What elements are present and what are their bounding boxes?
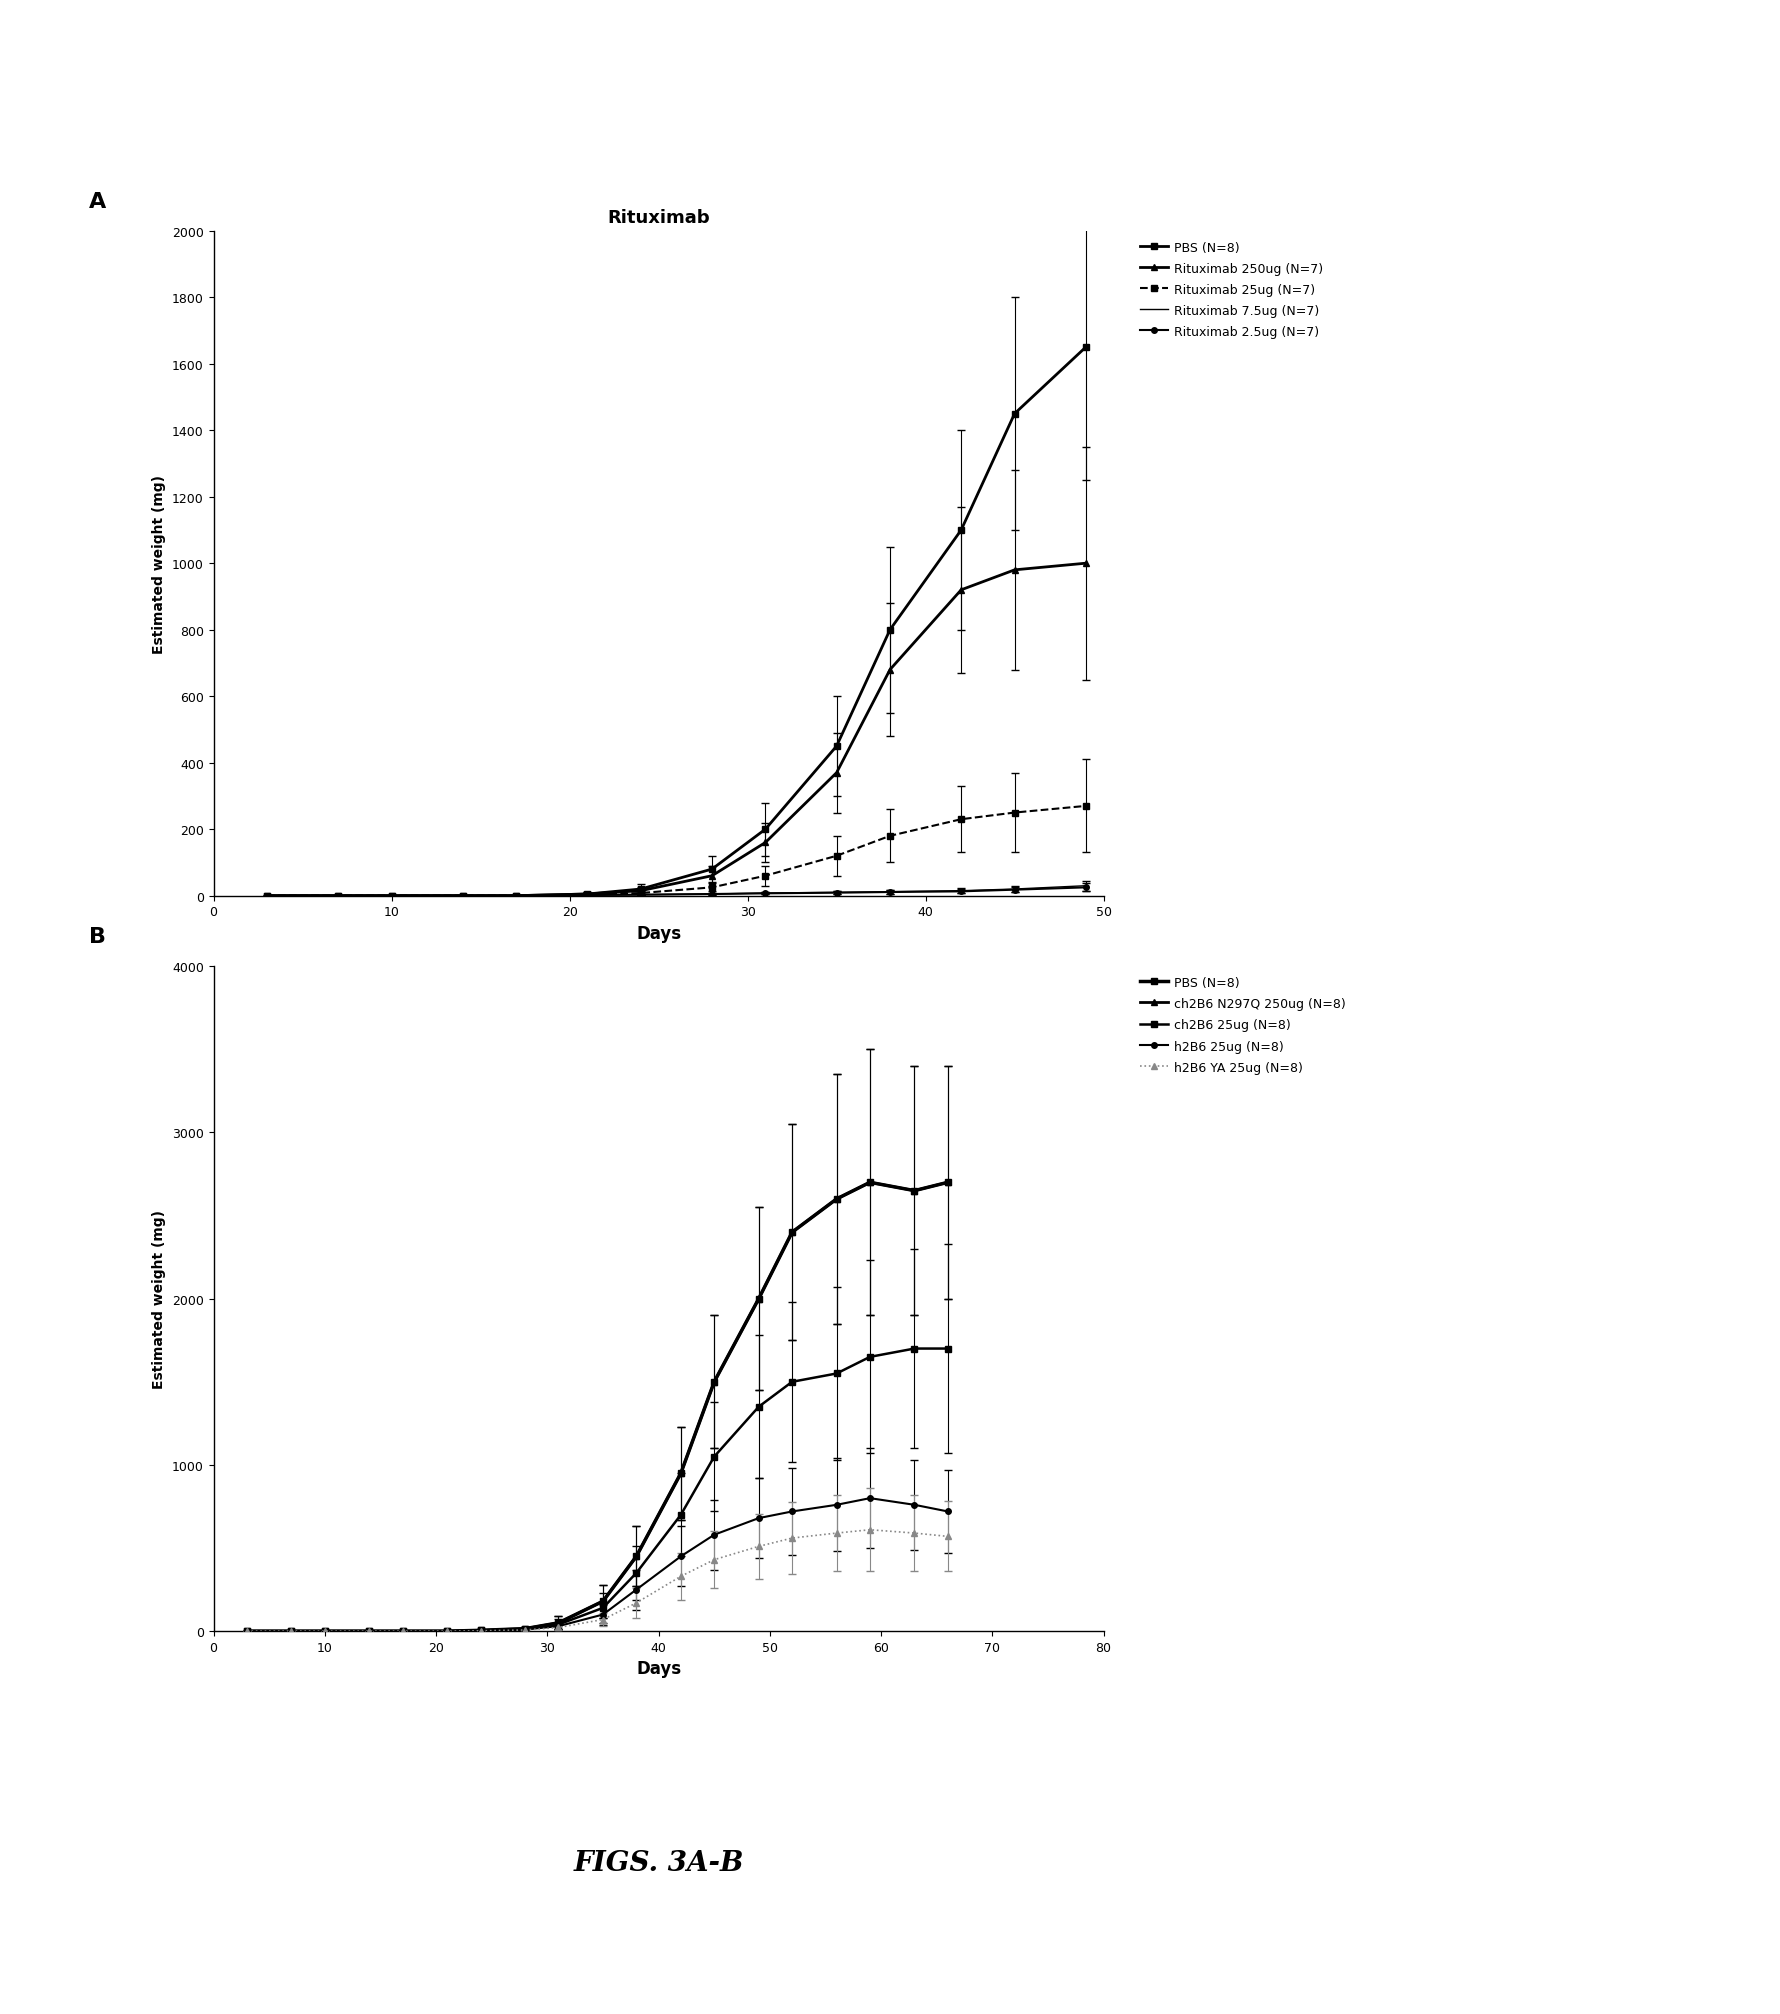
X-axis label: Days: Days — [635, 1660, 682, 1678]
Text: FIGS. 3A-B: FIGS. 3A-B — [573, 1849, 744, 1877]
Y-axis label: Estimated weight (mg): Estimated weight (mg) — [153, 475, 167, 653]
Text: A: A — [89, 191, 107, 211]
X-axis label: Days: Days — [635, 924, 682, 943]
Y-axis label: Estimated weight (mg): Estimated weight (mg) — [153, 1210, 167, 1388]
Legend: PBS (N=8), ch2B6 N297Q 250ug (N=8), ch2B6 25ug (N=8), h2B6 25ug (N=8), h2B6 YA 2: PBS (N=8), ch2B6 N297Q 250ug (N=8), ch2B… — [1137, 973, 1349, 1077]
Text: B: B — [89, 926, 107, 947]
Title: Rituximab: Rituximab — [607, 209, 710, 228]
Legend: PBS (N=8), Rituximab 250ug (N=7), Rituximab 25ug (N=7), Rituximab 7.5ug (N=7), R: PBS (N=8), Rituximab 250ug (N=7), Rituxi… — [1137, 238, 1326, 342]
